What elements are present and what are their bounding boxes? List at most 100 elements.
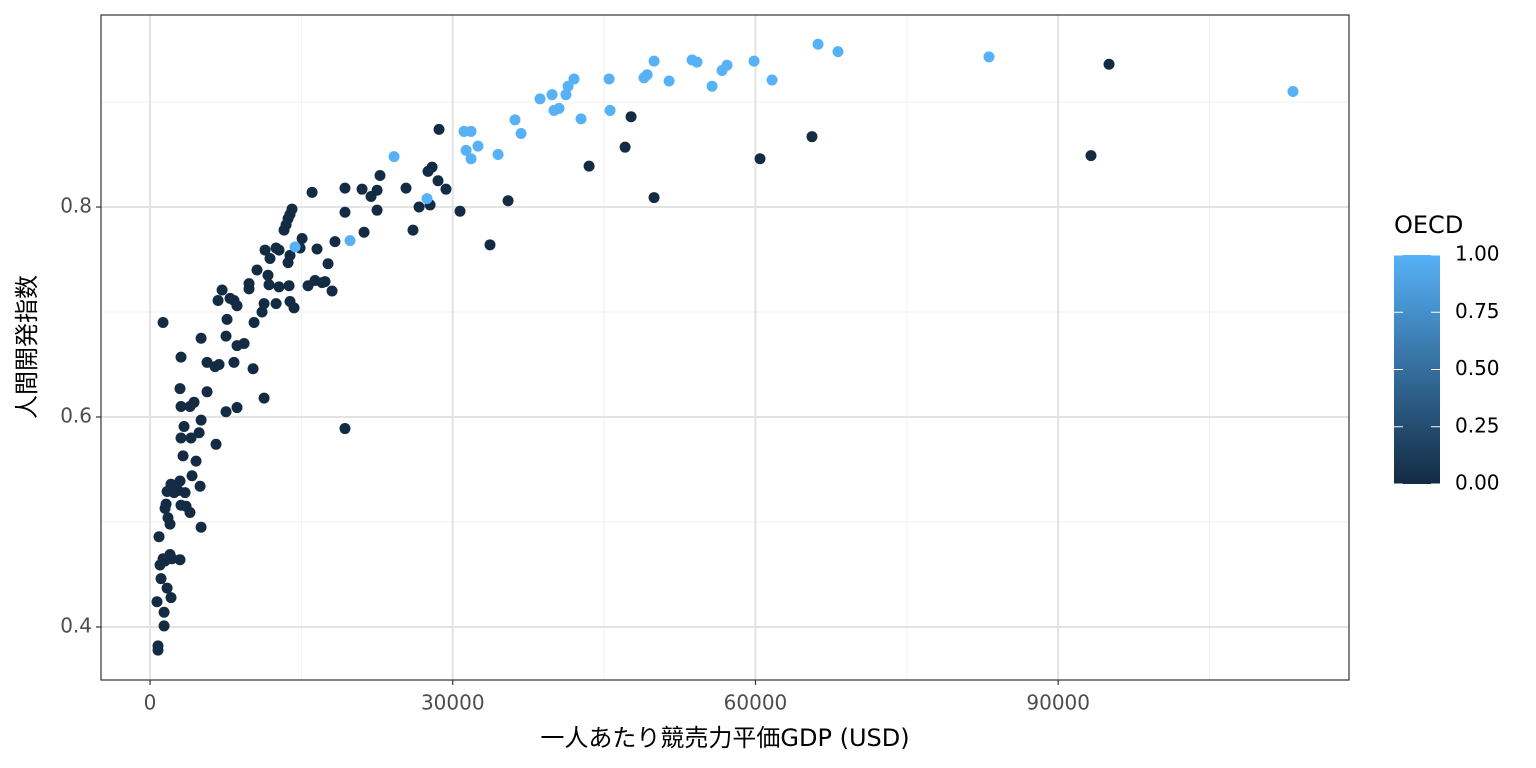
legend-tick-label: 0.50 <box>1455 356 1500 380</box>
point <box>154 559 166 571</box>
panel-border <box>100 14 1350 681</box>
point <box>806 131 818 143</box>
point <box>748 55 760 67</box>
point <box>201 386 213 398</box>
point <box>256 306 268 318</box>
point <box>259 244 271 256</box>
point <box>177 450 189 462</box>
point <box>220 330 232 342</box>
point <box>339 423 351 435</box>
point <box>413 201 425 213</box>
point <box>1103 58 1115 70</box>
point <box>562 80 574 92</box>
point <box>465 125 477 137</box>
legend-tick-label: 1.00 <box>1455 242 1500 266</box>
point <box>421 193 433 205</box>
legend: 0.00 0.25 0.50 0.75 1.00 <box>1394 242 1500 495</box>
point <box>302 280 314 292</box>
point <box>157 317 169 329</box>
point <box>174 475 186 487</box>
point <box>407 224 419 236</box>
point <box>553 102 565 114</box>
point <box>210 438 222 450</box>
point <box>625 111 637 123</box>
point <box>296 233 308 245</box>
point <box>185 432 197 444</box>
point <box>356 183 368 195</box>
point <box>326 285 338 297</box>
point <box>460 144 472 156</box>
point <box>161 582 173 594</box>
point <box>568 73 580 85</box>
point <box>388 151 400 163</box>
point <box>289 241 301 253</box>
point <box>432 175 444 187</box>
point <box>322 258 334 270</box>
point <box>374 170 386 182</box>
point <box>454 205 466 217</box>
point <box>174 383 186 395</box>
point <box>534 93 546 105</box>
point <box>212 294 224 306</box>
point <box>278 224 290 236</box>
point <box>231 402 243 414</box>
point <box>484 239 496 251</box>
point <box>152 644 164 656</box>
point <box>264 252 276 264</box>
point <box>153 531 165 543</box>
point <box>178 420 190 432</box>
point <box>766 74 778 86</box>
point <box>641 69 653 81</box>
y-axis-title: 人間開発指数 <box>13 275 41 419</box>
point <box>648 55 660 67</box>
y-tick-label: 0.4 <box>60 613 92 637</box>
point <box>515 128 527 140</box>
y-tick-label: 0.6 <box>60 404 92 428</box>
point <box>706 80 718 92</box>
point <box>190 455 202 467</box>
point <box>1287 86 1299 98</box>
point <box>151 596 163 608</box>
point <box>243 278 255 290</box>
point <box>546 89 558 101</box>
point <box>224 292 236 304</box>
point <box>195 521 207 533</box>
point <box>619 141 631 153</box>
point <box>247 363 259 375</box>
point <box>175 499 187 511</box>
point <box>1085 150 1097 162</box>
y-tick-label: 0.8 <box>60 194 92 218</box>
point <box>195 332 207 344</box>
point <box>220 406 232 418</box>
point <box>344 235 356 247</box>
legend-title: OECD <box>1394 211 1463 239</box>
point <box>604 104 616 116</box>
point <box>270 242 282 254</box>
point <box>812 38 824 50</box>
point <box>575 113 587 125</box>
point <box>433 123 445 135</box>
point <box>158 620 170 632</box>
point <box>195 414 207 426</box>
legend-tick-label: 0.25 <box>1455 413 1500 437</box>
point <box>329 236 341 248</box>
point <box>258 298 270 310</box>
point <box>216 284 228 296</box>
x-tick-label: 60000 <box>724 691 788 715</box>
point <box>158 606 170 618</box>
point <box>440 183 452 195</box>
point <box>465 153 477 165</box>
point <box>155 573 167 585</box>
x-tick-label: 90000 <box>1026 691 1090 715</box>
point <box>339 206 351 218</box>
point <box>721 59 733 71</box>
point <box>262 269 274 281</box>
legend-tick-label: 0.00 <box>1455 471 1500 495</box>
points <box>151 38 1299 656</box>
point <box>284 296 296 308</box>
point <box>306 186 318 198</box>
point <box>832 46 844 58</box>
point <box>754 153 766 165</box>
point <box>161 486 173 498</box>
